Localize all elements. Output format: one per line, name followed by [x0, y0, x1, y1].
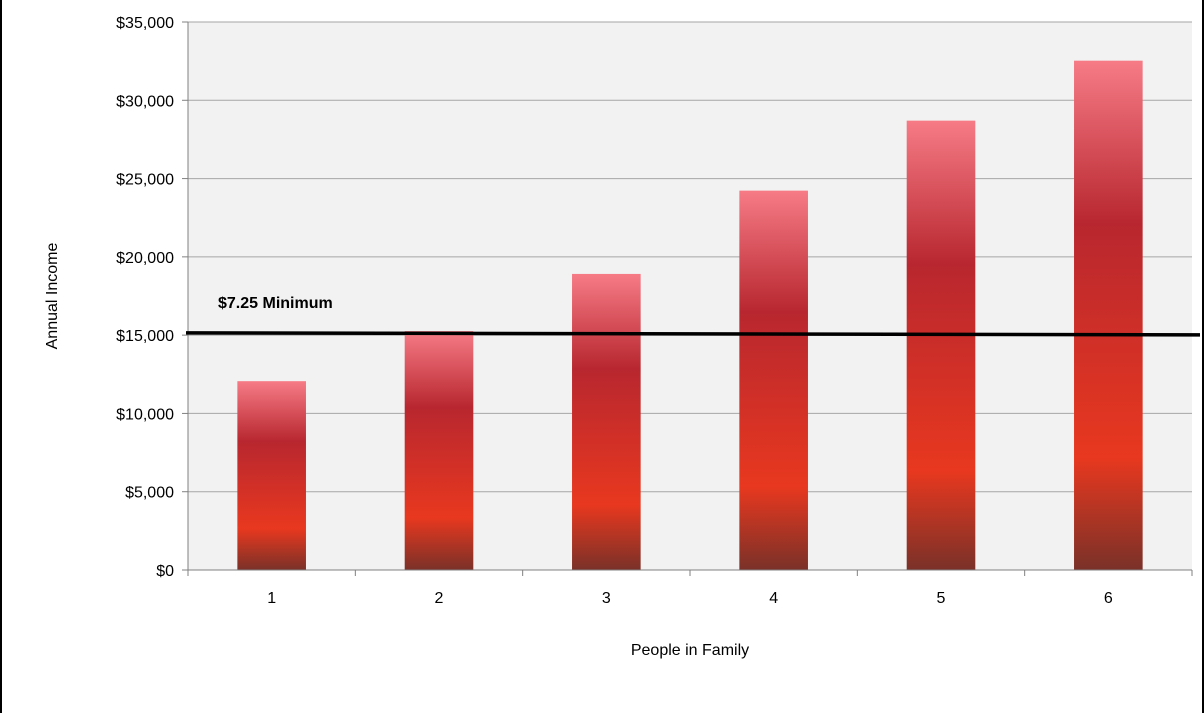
y-tick-labels: $0 $5,000 $10,000 $15,000 $20,000 $25,000 $30,…	[116, 15, 174, 580]
bar-5	[906, 120, 976, 570]
y-tick-label: $0	[156, 563, 174, 580]
x-tick-label: 1	[267, 590, 276, 607]
reference-line-group: $7.25 Minimum	[185, 295, 1201, 337]
bar-6	[1074, 60, 1143, 570]
plot-area	[188, 22, 1192, 570]
y-tick-label: $15,000	[116, 328, 174, 345]
bar-3	[572, 273, 641, 570]
y-tick-label: $10,000	[116, 406, 174, 423]
x-tick-labels: 1 2 3 4 5 6	[267, 590, 1113, 607]
x-tick-label: 2	[435, 590, 444, 607]
x-tick-label: 6	[1104, 590, 1113, 607]
minimum-wage-line	[185, 331, 1201, 337]
bar-2	[404, 331, 474, 570]
y-tick-label: $25,000	[116, 172, 174, 189]
bars	[237, 60, 1143, 570]
y-tick-label: $20,000	[116, 250, 174, 267]
axes	[182, 21, 1193, 576]
x-tick-label: 4	[769, 590, 778, 607]
x-axis-title: People in Family	[631, 642, 749, 659]
bar-4	[739, 190, 808, 570]
minimum-wage-label: $7.25 Minimum	[218, 295, 333, 312]
y-tick-label: $5,000	[125, 485, 174, 502]
bar-1	[237, 381, 306, 570]
x-tick-label: 3	[602, 590, 611, 607]
y-tick-label: $30,000	[116, 93, 174, 110]
y-axis-title: Annual Income	[44, 243, 61, 350]
x-tick-label: 5	[937, 590, 946, 607]
y-tick-label: $35,000	[116, 15, 174, 32]
